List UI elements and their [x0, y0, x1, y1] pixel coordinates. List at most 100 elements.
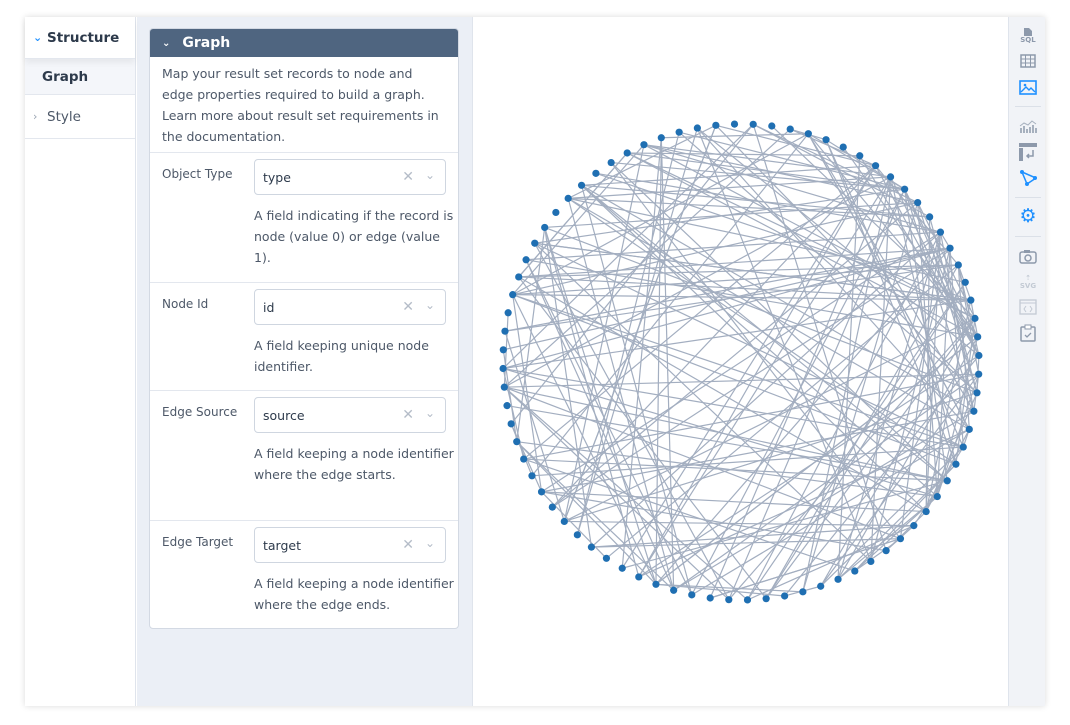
graph-node[interactable]: [504, 309, 512, 317]
chevron-down-icon[interactable]: ⌄: [424, 168, 435, 182]
graph-node[interactable]: [970, 407, 978, 415]
graph-node[interactable]: [652, 580, 660, 588]
graph-node[interactable]: [886, 173, 895, 181]
clipboard-icon[interactable]: [1018, 323, 1038, 343]
graph-node[interactable]: [675, 128, 683, 136]
chevron-down-icon[interactable]: ⌄: [424, 406, 435, 420]
graph-node[interactable]: [922, 507, 930, 516]
graph-node[interactable]: [507, 420, 515, 428]
graph-node[interactable]: [975, 370, 983, 378]
graph-node[interactable]: [670, 586, 678, 594]
graph-node[interactable]: [528, 472, 536, 480]
embed-code-icon[interactable]: [1018, 297, 1038, 317]
chevron-down-icon[interactable]: ⌄: [424, 536, 435, 550]
image-icon[interactable]: [1018, 77, 1038, 97]
graph-node[interactable]: [781, 592, 789, 600]
graph-node[interactable]: [509, 291, 517, 299]
graph-node[interactable]: [520, 455, 528, 463]
graph-node[interactable]: [933, 492, 941, 501]
nav-style[interactable]: › Style: [25, 95, 135, 139]
graph-node[interactable]: [856, 152, 864, 160]
graph-node[interactable]: [592, 169, 600, 177]
graph-node[interactable]: [499, 364, 507, 373]
graph-node[interactable]: [564, 194, 572, 202]
graph-node[interactable]: [851, 567, 859, 575]
camera-icon[interactable]: [1018, 246, 1038, 266]
graph-node[interactable]: [743, 596, 752, 604]
graph-node[interactable]: [537, 488, 546, 496]
graph-node[interactable]: [901, 185, 909, 193]
clear-icon[interactable]: ✕: [402, 299, 414, 315]
graph-node[interactable]: [871, 162, 880, 170]
graph-node[interactable]: [499, 346, 507, 354]
graph-node[interactable]: [954, 261, 962, 269]
table-icon[interactable]: [1018, 51, 1038, 71]
chart-icon[interactable]: [1018, 116, 1038, 136]
graph-node[interactable]: [688, 591, 696, 599]
graph-node[interactable]: [501, 327, 509, 335]
clear-icon[interactable]: ✕: [402, 169, 414, 185]
graph-node[interactable]: [503, 402, 511, 410]
chevron-down-icon[interactable]: ⌄: [424, 298, 435, 312]
graph-node[interactable]: [967, 296, 975, 304]
graph-node[interactable]: [548, 503, 556, 511]
graph-node[interactable]: [730, 120, 739, 128]
graph-node[interactable]: [635, 573, 643, 581]
pivot-icon[interactable]: [1018, 142, 1038, 162]
graph-icon[interactable]: [1018, 168, 1038, 188]
graph-node[interactable]: [943, 477, 951, 485]
sql-icon[interactable]: SQL: [1018, 26, 1038, 46]
graph-node[interactable]: [817, 582, 825, 590]
graph-node[interactable]: [896, 535, 905, 543]
graph-node[interactable]: [910, 522, 918, 530]
graph-node[interactable]: [541, 223, 549, 232]
graph-node[interactable]: [882, 547, 890, 555]
graph-node[interactable]: [973, 389, 981, 397]
graph-node[interactable]: [914, 198, 922, 207]
clear-icon[interactable]: ✕: [402, 407, 414, 423]
graph-node[interactable]: [768, 122, 776, 130]
graph-node[interactable]: [804, 130, 812, 138]
graph-node[interactable]: [657, 134, 665, 142]
graph-node[interactable]: [522, 256, 530, 264]
graph-node[interactable]: [712, 121, 720, 129]
graph-node[interactable]: [936, 228, 945, 236]
graph-node[interactable]: [573, 531, 581, 539]
graph-canvas[interactable]: [472, 17, 1008, 706]
graph-node[interactable]: [975, 351, 983, 360]
graph-node[interactable]: [706, 594, 714, 602]
graph-node[interactable]: [693, 124, 701, 132]
graph-node[interactable]: [513, 438, 521, 446]
graph-node[interactable]: [515, 273, 523, 281]
graph-node[interactable]: [839, 143, 847, 151]
graph-node[interactable]: [531, 239, 539, 247]
graph-node[interactable]: [946, 244, 954, 252]
graph-node[interactable]: [640, 141, 648, 149]
graph-node[interactable]: [786, 125, 794, 133]
graph-node[interactable]: [607, 158, 615, 167]
network-graph[interactable]: [473, 17, 1009, 706]
graph-node[interactable]: [965, 425, 973, 433]
clear-icon[interactable]: ✕: [402, 537, 414, 553]
settings-icon[interactable]: ⚙: [1019, 205, 1037, 227]
graph-node[interactable]: [602, 554, 611, 562]
graph-node[interactable]: [834, 575, 842, 583]
graph-node[interactable]: [799, 588, 807, 596]
graph-node[interactable]: [822, 136, 830, 144]
graph-node[interactable]: [961, 278, 969, 286]
object-type-select[interactable]: type ✕ ⌄: [254, 159, 446, 195]
edge-target-select[interactable]: target ✕ ⌄: [254, 527, 446, 563]
graph-node[interactable]: [974, 333, 982, 341]
graph-node[interactable]: [725, 596, 733, 604]
graph-node[interactable]: [500, 383, 508, 391]
graph-node[interactable]: [959, 443, 967, 451]
graph-node[interactable]: [749, 120, 757, 128]
nav-structure[interactable]: ⌄ Structure: [25, 17, 135, 59]
graph-node[interactable]: [623, 149, 631, 157]
graph-node[interactable]: [618, 564, 626, 572]
edge-source-select[interactable]: source ✕ ⌄: [254, 397, 446, 433]
graph-node[interactable]: [867, 557, 875, 566]
graph-node[interactable]: [587, 543, 596, 551]
graph-node[interactable]: [952, 460, 960, 468]
panel-header[interactable]: ⌄ Graph: [150, 29, 458, 57]
